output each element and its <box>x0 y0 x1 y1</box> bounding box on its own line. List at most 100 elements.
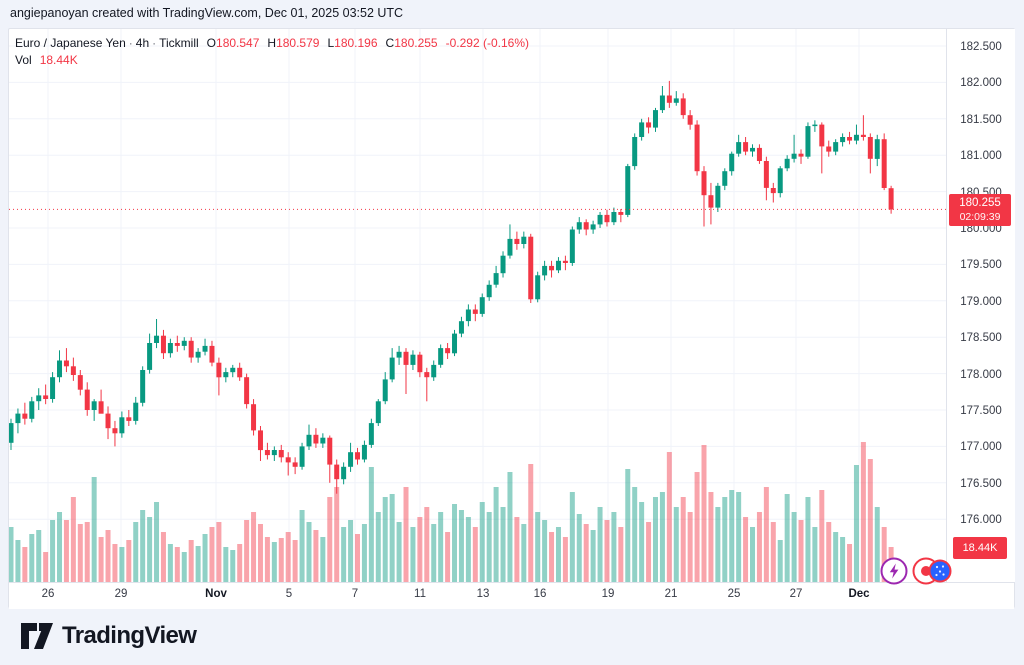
volume-bar <box>70 497 76 582</box>
volume-bar <box>403 487 409 582</box>
low-value: 180.196 <box>334 36 378 50</box>
candle-body <box>853 134 859 141</box>
candle-body <box>431 364 437 378</box>
candle-body <box>500 255 506 274</box>
candle-body <box>195 351 201 358</box>
volume-bar <box>223 547 229 582</box>
candle-body <box>105 413 111 429</box>
volume-bar <box>209 527 215 582</box>
candle-body <box>223 372 229 378</box>
candle-body <box>313 434 319 444</box>
volume-bar <box>202 534 208 582</box>
close-label: C <box>385 36 395 50</box>
volume-bar <box>535 512 541 582</box>
interval-label[interactable]: 4h <box>135 36 150 50</box>
volume-bar <box>528 464 534 582</box>
candle-body <box>334 464 340 480</box>
candle-body <box>715 185 721 208</box>
candle-body <box>361 444 367 460</box>
candle-body <box>375 401 381 424</box>
candle-body <box>174 343 180 346</box>
candle-body <box>77 375 83 390</box>
tradingview-logo-text: TradingView <box>62 622 197 649</box>
candle-body <box>140 370 146 403</box>
volume-bar <box>63 520 69 582</box>
volume-bar <box>57 512 63 582</box>
volume-bar <box>646 522 652 582</box>
price-tick-label: 181.500 <box>960 113 1002 126</box>
boost-button[interactable] <box>880 557 908 585</box>
candlestick-chart[interactable] <box>9 29 947 582</box>
candle-body <box>632 137 638 167</box>
volume-bar <box>36 530 42 582</box>
volume-bar <box>410 527 416 582</box>
volume-bar <box>355 534 360 582</box>
price-tick-label: 179.000 <box>960 295 1002 308</box>
candle-body <box>91 401 97 410</box>
candle-body <box>244 377 250 405</box>
candle-body <box>791 153 797 159</box>
candle-body <box>181 340 187 346</box>
candle-body <box>251 404 257 431</box>
candle-body <box>188 340 194 358</box>
candle-body <box>659 95 665 111</box>
volume-bar <box>500 507 506 582</box>
volume-bar <box>639 502 645 582</box>
candle-body <box>535 275 541 300</box>
candle-body <box>452 333 458 354</box>
candle-body <box>805 126 811 157</box>
candle-body <box>285 457 291 463</box>
volume-bar <box>549 532 555 582</box>
price-axis[interactable]: 176.000 176.500 177.000 177.500 178.000 178.5… <box>946 29 1015 582</box>
volume-bar <box>257 524 263 582</box>
candle-body <box>694 124 700 172</box>
volume-bar <box>396 522 402 582</box>
volume-bar <box>174 547 180 582</box>
symbol-name[interactable]: Euro / Japanese Yen <box>15 36 126 50</box>
candle-body <box>860 134 866 137</box>
candle-body <box>819 124 825 147</box>
candle-body <box>341 466 347 480</box>
time-tick-label: 7 <box>351 588 359 600</box>
candle-body <box>569 229 575 263</box>
volume-bar <box>756 512 762 582</box>
volume-bar <box>84 522 90 582</box>
volume-bar <box>154 502 160 582</box>
tradingview-logo[interactable]: TradingView <box>20 616 197 656</box>
time-tick-label: 16 <box>533 588 547 600</box>
volume-bar <box>763 487 769 582</box>
time-tick-label: 21 <box>664 588 678 600</box>
volume-bar <box>445 532 451 582</box>
time-axis[interactable]: 26 29 Nov 5 7 11 13 16 19 21 25 27 Dec <box>9 582 1014 609</box>
candle-body <box>445 348 451 354</box>
record-button[interactable] <box>912 557 952 585</box>
volume-bar <box>389 494 395 582</box>
time-tick-label: Nov <box>205 588 227 600</box>
candle-body <box>777 168 783 194</box>
candle-body <box>611 212 617 223</box>
volume-bar <box>521 524 527 582</box>
candle-body <box>722 171 728 186</box>
volume-bar <box>555 527 561 582</box>
candle-body <box>43 395 49 399</box>
candle-body <box>355 452 360 460</box>
volume-bar <box>874 507 880 582</box>
candle-body <box>555 260 561 271</box>
volume-bar <box>361 524 367 582</box>
candle-body <box>770 188 776 194</box>
volume-bar <box>368 467 374 582</box>
volume-bar <box>285 532 291 582</box>
volume-bar <box>348 520 354 582</box>
candle-body <box>36 395 42 402</box>
volume-bar <box>826 522 832 582</box>
volume-bar <box>632 487 638 582</box>
volume-bar <box>119 547 125 582</box>
time-tick-label: 13 <box>476 588 490 600</box>
price-tick-label: 179.500 <box>960 259 1002 272</box>
volume-bar <box>264 537 270 582</box>
candle-body <box>840 137 846 143</box>
volume-bar <box>708 492 714 582</box>
candle-body <box>403 351 409 365</box>
candle-body <box>126 417 132 421</box>
last-price-value: 180.255 <box>959 197 1001 210</box>
